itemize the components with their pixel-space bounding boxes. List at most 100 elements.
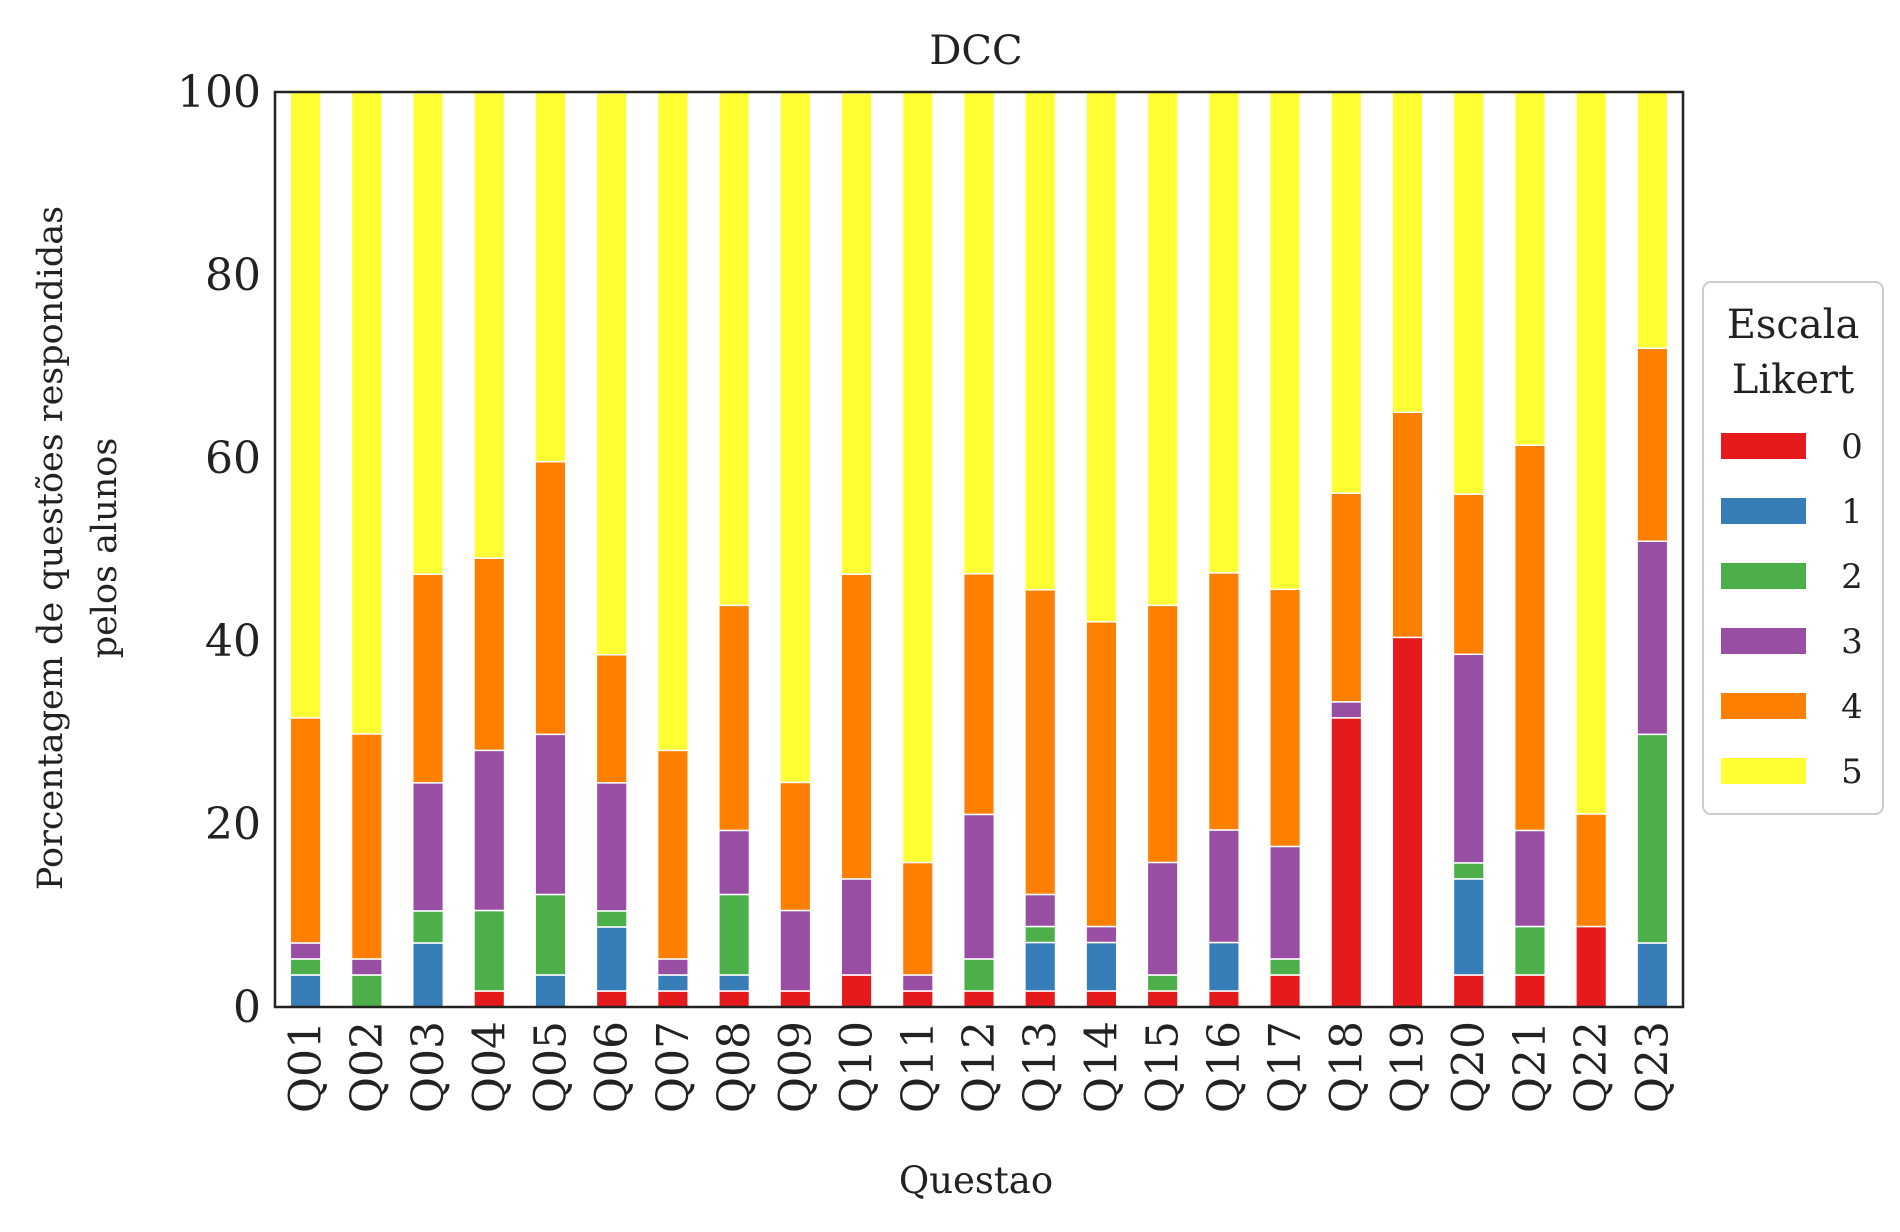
- bar-segment-q16-level-4: [1207, 572, 1240, 831]
- y-tick-label: 60: [205, 433, 261, 484]
- legend-title-line-2: Likert: [1732, 357, 1854, 403]
- bar-segment-q15-level-3: [1146, 861, 1179, 976]
- legend-swatch-3: [1721, 628, 1806, 654]
- bar-segment-q14-level-3: [1085, 925, 1118, 944]
- bar-segment-q17-level-0: [1269, 974, 1302, 1008]
- x-tick-label: Q21: [1505, 1021, 1556, 1113]
- bar-segment-q20-level-5: [1452, 91, 1485, 495]
- x-tick-label: Q22: [1566, 1021, 1617, 1113]
- bar-segment-q19-level-4: [1391, 411, 1424, 639]
- legend-swatch-0: [1721, 433, 1806, 459]
- bar-segment-q19-level-0: [1391, 636, 1424, 1008]
- bar-segment-q15-level-2: [1146, 974, 1179, 992]
- x-tick-label: Q15: [1138, 1021, 1189, 1113]
- bar-segment-q20-level-0: [1452, 974, 1485, 1008]
- x-tick-label: Q14: [1076, 1021, 1127, 1113]
- bar-segment-q09-level-5: [779, 91, 812, 784]
- bar-segment-q07-level-1: [656, 974, 689, 992]
- legend-swatch-1: [1721, 498, 1806, 524]
- bar-segment-q12-level-5: [962, 91, 996, 575]
- bar-segment-q06-level-5: [595, 92, 628, 656]
- y-axis-label: Porcentagem de questões respondidas pelo…: [31, 206, 125, 890]
- y-tick-label: 40: [205, 616, 261, 667]
- bar-segment-q08-level-3: [718, 829, 751, 896]
- legend-title-line-1: Escala: [1727, 302, 1860, 348]
- bar-segment-q15-level-5: [1146, 91, 1179, 607]
- bar-segment-q18-level-3: [1330, 701, 1363, 719]
- bar-segment-q23-level-1: [1636, 942, 1669, 1008]
- bar-segment-q12-level-3: [962, 813, 996, 960]
- x-tick-label: Q02: [342, 1021, 393, 1113]
- bar-segment-q21-level-5: [1513, 91, 1547, 446]
- bar-segment-q11-level-3: [901, 974, 934, 992]
- bar-segment-q09-level-4: [779, 781, 812, 912]
- bar-segment-q14-level-5: [1085, 91, 1118, 623]
- bar-segment-q06-level-2: [595, 910, 628, 928]
- bar-segment-q13-level-0: [1024, 990, 1057, 1008]
- bar-segment-q04-level-0: [473, 990, 506, 1008]
- bar-segment-q06-level-1: [595, 926, 628, 992]
- bar-segment-q18-level-5: [1330, 90, 1363, 494]
- bar-segment-q12-level-0: [962, 990, 996, 1008]
- bar-segment-q13-level-5: [1024, 91, 1057, 591]
- bar-segment-q22-level-5: [1575, 91, 1608, 815]
- bar-segment-q09-level-3: [779, 909, 812, 992]
- bar-segment-q23-level-4: [1636, 347, 1669, 543]
- bar-segment-q08-level-0: [718, 990, 751, 1008]
- bar-segment-q01-level-5: [289, 91, 322, 719]
- y-tick-label: 100: [177, 67, 261, 118]
- bar-segment-q22-level-0: [1575, 925, 1608, 1008]
- bar-segment-q01-level-2: [289, 958, 322, 976]
- bar-segment-q02-level-2: [350, 974, 383, 1008]
- x-tick-label: Q06: [587, 1021, 638, 1113]
- bar-segment-q18-level-0: [1330, 717, 1363, 1008]
- bar-segment-q10-level-3: [840, 878, 873, 976]
- bar-segment-q17-level-5: [1269, 90, 1302, 591]
- bar-segment-q13-level-4: [1024, 589, 1057, 896]
- bar-segment-q08-level-4: [718, 604, 751, 832]
- bar-segment-q06-level-3: [595, 782, 628, 912]
- y-tick-label: 0: [233, 982, 261, 1033]
- bars: [289, 90, 1669, 1008]
- x-tick-label: Q12: [954, 1021, 1005, 1113]
- bar-segment-q15-level-4: [1146, 604, 1179, 864]
- bar-segment-q01-level-1: [289, 974, 322, 1008]
- bar-segment-q14-level-1: [1085, 941, 1118, 992]
- legend-label-1: 1: [1841, 492, 1863, 532]
- bar-segment-q03-level-1: [411, 942, 445, 1008]
- bar-segment-q21-level-4: [1513, 444, 1547, 832]
- x-tick-label: Q20: [1444, 1021, 1495, 1113]
- bar-segment-q05-level-3: [534, 733, 567, 896]
- bar-segment-q01-level-3: [289, 942, 322, 960]
- bar-segment-q03-level-2: [411, 910, 445, 944]
- bar-segment-q03-level-4: [411, 573, 445, 784]
- chart-title: DCC: [929, 28, 1022, 74]
- bar-segment-q08-level-5: [718, 91, 751, 607]
- bar-segment-q11-level-4: [901, 861, 934, 976]
- bar-segment-q19-level-5: [1391, 90, 1424, 413]
- bar-segment-q04-level-2: [473, 909, 506, 992]
- bar-segment-q07-level-5: [656, 91, 689, 752]
- bar-segment-q02-level-4: [350, 733, 383, 960]
- bar-segment-q05-level-4: [534, 460, 567, 736]
- bar-segment-q20-level-1: [1452, 878, 1485, 976]
- bar-segment-q08-level-2: [718, 893, 751, 976]
- bar-segment-q10-level-4: [840, 573, 873, 880]
- bar-segment-q05-level-1: [534, 974, 567, 1008]
- bar-segment-q12-level-2: [962, 958, 996, 992]
- bar-segment-q13-level-2: [1024, 925, 1057, 944]
- bar-segment-q10-level-0: [840, 974, 873, 1008]
- bar-segment-q21-level-2: [1513, 925, 1547, 976]
- bar-segment-q21-level-3: [1513, 829, 1547, 928]
- x-tick-label: Q09: [770, 1021, 821, 1113]
- legend-swatch-5: [1721, 758, 1806, 784]
- bar-segment-q11-level-0: [901, 990, 934, 1008]
- legend-frame: [1702, 281, 1884, 815]
- bar-segment-q18-level-4: [1330, 492, 1363, 703]
- bar-segment-q05-level-2: [534, 893, 567, 976]
- x-tick-label: Q18: [1321, 1021, 1372, 1113]
- bar-segment-q20-level-3: [1452, 653, 1485, 864]
- bar-segment-q05-level-5: [534, 91, 567, 463]
